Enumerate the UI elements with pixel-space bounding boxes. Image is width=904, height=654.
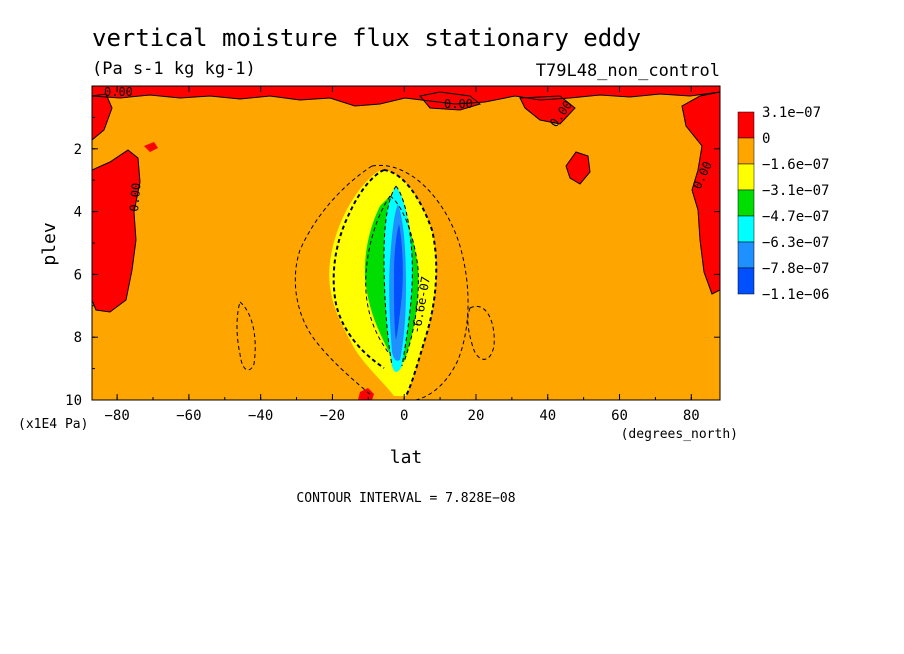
legend-swatch [737, 111, 755, 139]
negative-contours [236, 164, 495, 400]
x-axis: −80 −60 −40 −20 0 20 40 60 80 [104, 86, 700, 424]
chart-title: vertical moisture flux stationary eddy [92, 24, 641, 52]
x-tick-label: 80 [683, 408, 700, 424]
legend-level-label: −3.1e−07 [762, 183, 829, 199]
legend-swatch [737, 215, 755, 243]
y-tick-label: 4 [74, 205, 82, 221]
x-tick-label: 40 [539, 408, 556, 424]
run-label: T79L48_non_control [536, 61, 720, 81]
y-tick-label: 2 [74, 142, 82, 158]
legend-swatch [737, 241, 755, 269]
color-legend: 3.1e−07 0 −1.6e−07 −3.1e−07 −4.7e−07 −6.3e−07… [737, 105, 829, 303]
y-units-label: (x1E4 Pa) [18, 417, 88, 432]
legend-level-label: −6.3e−07 [762, 235, 829, 251]
x-axis-title: lat [390, 447, 423, 468]
negative-region-level-5 [394, 224, 403, 340]
legend-level-label: −1.1e−06 [762, 287, 829, 303]
y-tick-label: 6 [74, 267, 82, 283]
legend-swatch [737, 189, 755, 217]
x-tick-label: 60 [611, 408, 628, 424]
x-tick-label: 20 [468, 408, 485, 424]
y-axis-title: plev [39, 222, 60, 265]
positive-region-left-small [144, 142, 158, 152]
positive-region-top-right-lobe [520, 96, 575, 124]
legend-level-label: −4.7e−07 [762, 209, 829, 225]
y-axis: 2 4 6 8 10 [65, 116, 720, 409]
contour-interval-note: CONTOUR INTERVAL = 7.828E−08 [296, 491, 515, 506]
positive-region-top-left-lobe [92, 94, 112, 140]
legend-level-label: 0 [762, 131, 770, 147]
positive-region-right-small [566, 152, 590, 184]
legend-swatch [737, 137, 755, 165]
y-tick-label: 8 [74, 330, 82, 346]
y-tick-label: 10 [65, 393, 82, 409]
positive-region-left-edge [92, 150, 140, 312]
x-tick-label: 0 [400, 408, 408, 424]
positive-region-top-strip [92, 86, 720, 106]
x-tick-label: −20 [320, 408, 345, 424]
x-tick-label: −60 [176, 408, 201, 424]
positive-region-bottom [358, 388, 374, 400]
legend-level-label: −1.6e−07 [762, 157, 829, 173]
x-tick-label: −80 [104, 408, 129, 424]
chart-units: (Pa s-1 kg kg-1) [92, 59, 256, 79]
legend-swatch [737, 163, 755, 191]
x-tick-label: −40 [248, 408, 273, 424]
contour-label-4: 0.00 [127, 182, 143, 212]
zero-contours [92, 91, 720, 313]
plot-area: 0.00 0.00 0.00 0.00 0.00 -6.6e-07 [92, 85, 720, 400]
legend-level-label: 3.1e−07 [762, 105, 821, 121]
contour-label-1: 0.00 [444, 97, 473, 111]
legend-swatch [737, 267, 755, 295]
x-units-label: (degrees_north) [621, 427, 738, 442]
positive-region-top-mid-lobe [420, 92, 480, 110]
contour-label-0: 0.00 [104, 85, 133, 99]
legend-level-label: −7.8e−07 [762, 261, 829, 277]
positive-region-right-edge [682, 92, 720, 294]
